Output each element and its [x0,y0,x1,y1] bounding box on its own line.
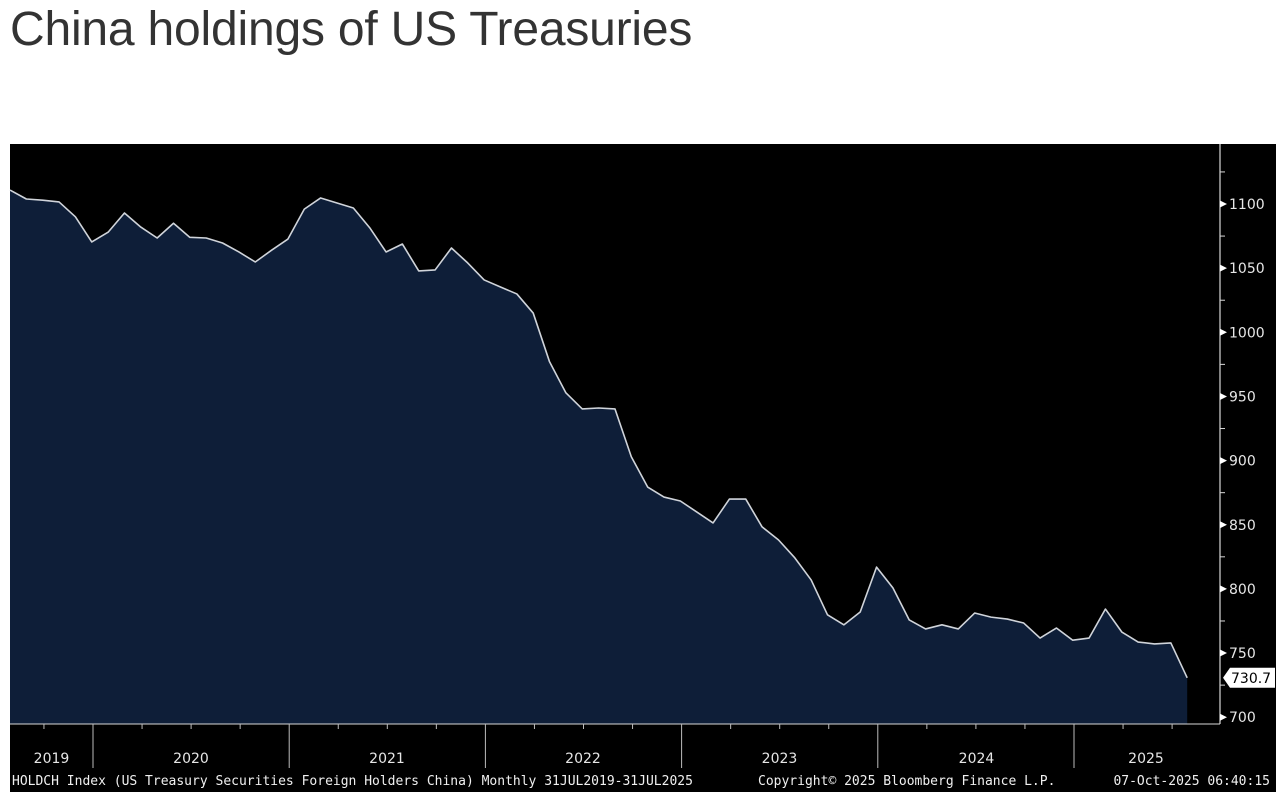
y-tick-label: 900 [1229,454,1256,470]
y-tick-marker [1220,200,1227,208]
y-tick-label: 850 [1229,518,1256,534]
year-label: 2023 [762,751,798,767]
y-tick-marker [1220,392,1227,400]
year-label: 2025 [1128,751,1164,767]
year-label: 2021 [369,751,405,767]
area-fill [10,190,1188,724]
y-tick-marker [1220,649,1227,657]
label-layer: 700 750 800 850 900 950 1000 1050 1100 2019 2020 20… [34,197,1275,767]
year-label: 2019 [34,751,70,767]
series-line [9,189,1188,679]
footer-timestamp: 07-Oct-2025 06:40:15 [1113,774,1270,789]
footer-copyright: Copyright© 2025 Bloomberg Finance L.P. [758,774,1055,789]
last-value-label: 730.7 [1231,671,1271,687]
year-label: 2020 [173,751,209,767]
year-label: 2022 [565,751,601,767]
y-tick-marker [1220,713,1227,721]
y-tick-label: 800 [1229,582,1256,598]
y-tick-label: 700 [1229,710,1256,726]
y-tick-marker [1220,585,1227,593]
y-tick-label: 1050 [1229,261,1265,277]
axis-layer [10,144,1227,768]
last-value-badge [1223,667,1275,688]
year-label: 2024 [959,751,995,767]
y-tick-marker [1220,328,1227,336]
y-tick-label: 1000 [1229,325,1265,341]
footer-description: HOLDCH Index (US Treasury Securities For… [12,774,693,789]
y-tick-marker [1220,521,1227,529]
area-layer [9,189,1188,724]
y-tick-marker [1220,264,1227,272]
y-tick-label: 1100 [1229,197,1265,213]
y-tick-label: 950 [1229,389,1256,405]
y-tick-label: 750 [1229,646,1256,662]
chart-title: China holdings of US Treasuries [10,3,693,56]
y-tick-marker [1220,457,1227,465]
